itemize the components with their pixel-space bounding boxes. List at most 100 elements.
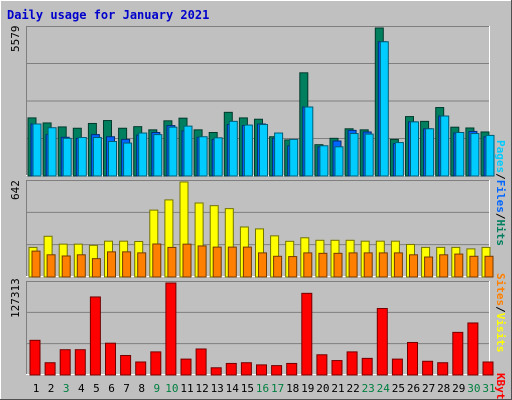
pages-bar [440,115,450,177]
day-label: 13 [211,382,224,395]
pages-bar [92,137,102,177]
pages-bar [379,41,389,177]
day-label: 6 [108,382,115,395]
kbytes-bar [165,282,177,376]
pages-bar [364,133,374,177]
kbytes-bar [422,360,434,376]
kbytes-bar [286,362,298,376]
sites-bar [348,252,358,278]
legend-hits: Hits [494,220,507,247]
sites-bar [409,254,418,278]
kbytes-bar [89,296,101,376]
day-label: 22 [346,382,359,395]
kbytes-max-label: 127313 [9,278,22,318]
pages-bar [304,106,314,177]
sites-bar [212,246,222,278]
sites-bar [363,252,373,278]
pages-bar [62,137,72,177]
pages-bar [319,145,329,177]
kbytes-bar [482,361,494,376]
day-label: 11 [180,382,193,395]
legend-sep-3: / [494,306,507,313]
pages-bar [108,141,117,177]
kbytes-legend: KBytes [494,373,507,400]
sites-bar [152,243,162,278]
pages-bar [153,134,163,177]
pages-bar [123,142,133,177]
kbytes-bar [74,349,86,376]
kbytes-bar [44,362,56,376]
kbytes-bar [59,349,71,376]
sites-bar [31,250,41,278]
sites-bar [258,252,267,278]
day-label: 25 [392,382,405,395]
kbytes-bar [437,362,449,376]
day-label: 31 [482,382,495,395]
pages-bar [243,124,253,177]
hits-max-label: 5579 [9,26,22,53]
kbytes-bar [135,361,147,376]
day-label: 3 [63,382,70,395]
visits-legend: Sites/Visits [494,273,507,353]
day-label: 30 [467,382,480,395]
sites-bar [137,252,147,278]
pages-bar [259,124,268,177]
kbytes-bar [195,348,207,376]
day-label: 27 [422,382,435,395]
kbytes-bar [346,351,358,376]
sites-bar [167,246,177,278]
legend-pages: Pages [494,140,507,173]
pages-bar [213,137,223,177]
sites-bar [61,255,71,278]
sites-bar [333,252,343,278]
day-label: 12 [195,382,208,395]
legend-sites: Sites [494,273,507,306]
chart-title: Daily usage for January 2021 [7,8,209,22]
kbytes-bar [271,365,283,376]
kbytes-bar [391,358,403,376]
kbytes-bar [467,322,479,376]
day-label: 19 [301,382,314,395]
sites-bar [393,252,403,278]
pages-bar [228,120,238,177]
kbytes-bar [361,357,373,376]
day-label: 10 [165,382,178,395]
day-label: 2 [48,382,55,395]
sites-bar [91,258,101,278]
pages-bar [32,123,42,177]
kbytes-bar [316,354,328,376]
pages-bar [485,134,495,177]
kbytes-bar [376,308,388,376]
legend-sep-2: / [494,213,507,220]
sites-bar [454,253,464,278]
pages-bar [334,146,344,177]
kbytes-panel [26,281,494,376]
sites-bar [288,256,298,278]
kbytes-bar [180,358,192,376]
pages-bar [455,131,465,177]
sites-bar [122,251,132,278]
kbytes-bar [29,339,41,376]
hits-legend: Pages/Files/Hits [494,140,507,246]
day-label: 21 [331,382,344,395]
kbytes-bar [225,362,237,376]
day-label: 20 [316,382,329,395]
sites-bar [182,243,192,278]
sites-bar [469,255,479,278]
visits-sites-panel [26,180,494,278]
day-label: 28 [437,382,450,395]
day-label: 23 [362,382,375,395]
sites-bar [46,254,56,278]
pages-bar [410,121,419,177]
day-label: 7 [123,382,130,395]
pages-bar [77,137,87,177]
kbytes-bar [210,367,222,376]
legend-files: Files [494,180,507,213]
sites-bar [227,246,237,278]
day-label: 24 [377,382,391,395]
kbytes-bar [240,362,252,376]
sites-bar [318,252,328,278]
sites-bar [424,256,434,278]
kbytes-bar [256,364,267,376]
day-label: 1 [33,382,40,395]
